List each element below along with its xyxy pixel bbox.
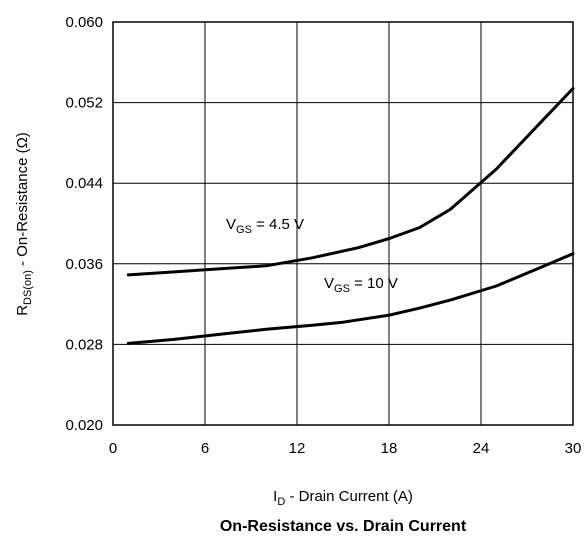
x-tick-label: 24 (473, 440, 490, 457)
x-tick-label: 0 (109, 440, 117, 457)
x-tick-label: 12 (289, 440, 306, 457)
series-layer (126, 87, 575, 345)
y-axis-label: RDS(on) - On-Resistance (Ω) (14, 132, 34, 316)
x-tick-label: 18 (381, 440, 398, 457)
x-tick-label: 30 (565, 440, 582, 457)
series-label-vgs-10: VGS = 10 V (324, 275, 398, 295)
series-label-vgs-4-5: VGS = 4.5 V (226, 216, 304, 236)
chart-title: On-Resistance vs. Drain Current (220, 518, 467, 535)
y-tick-label: 0.060 (65, 14, 103, 31)
x-tick-label: 6 (201, 440, 209, 457)
x-tick-labels: 0 6 12 18 24 30 (109, 440, 582, 457)
series-line-0 (126, 87, 575, 277)
grid (113, 22, 573, 425)
plot-frame (112, 21, 574, 426)
y-tick-label: 0.020 (65, 417, 103, 434)
y-tick-label: 0.044 (65, 175, 103, 192)
series-line-1 (126, 252, 575, 345)
x-axis-label: ID - Drain Current (A) (273, 488, 413, 508)
y-tick-label: 0.052 (65, 95, 103, 112)
y-tick-label: 0.028 (65, 336, 103, 353)
y-tick-labels: 0.020 0.028 0.036 0.044 0.052 0.060 (65, 14, 103, 434)
y-tick-label: 0.036 (65, 256, 103, 273)
